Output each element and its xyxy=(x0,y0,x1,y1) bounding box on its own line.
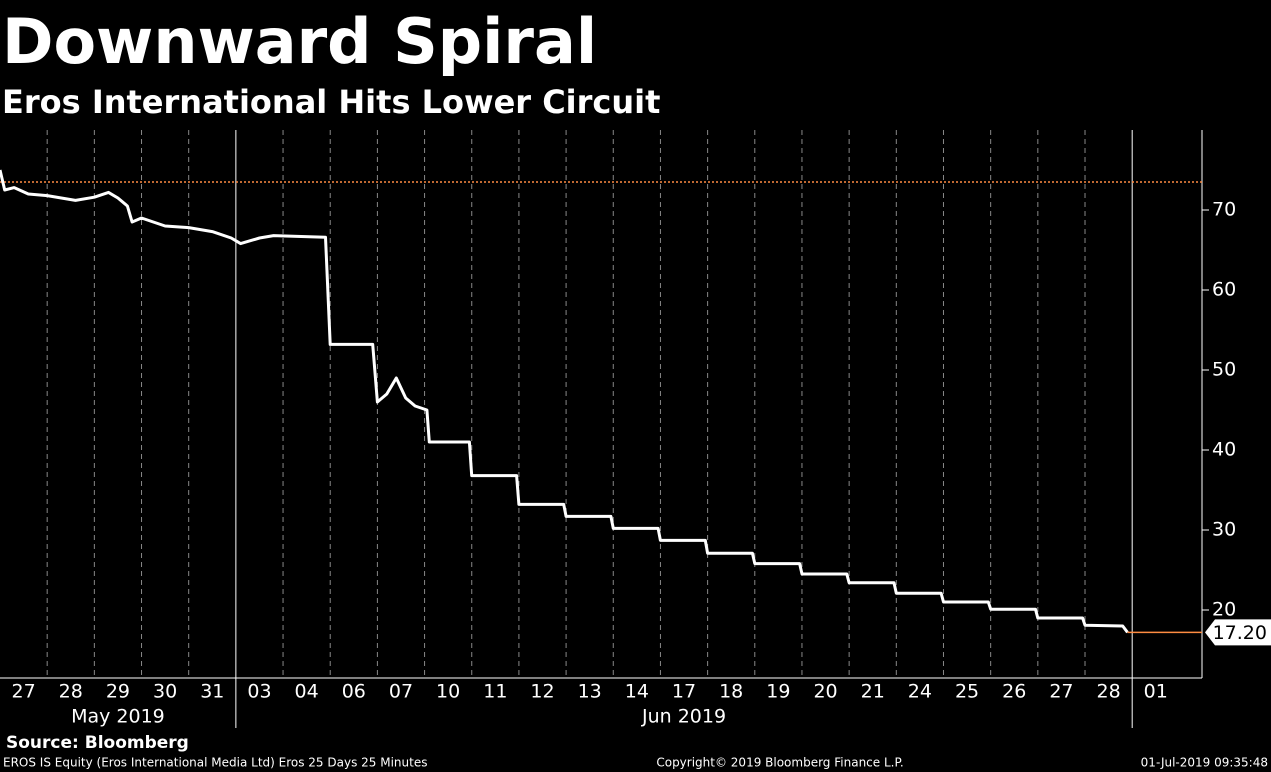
x-tick-label: 30 xyxy=(153,681,177,703)
x-tick-label: 11 xyxy=(483,681,507,703)
y-tick-label: 50 xyxy=(1212,359,1236,381)
footer-right: 01-Jul-2019 09:35:48 xyxy=(1141,756,1268,770)
x-tick-label: 31 xyxy=(200,681,224,703)
y-tick-label: 70 xyxy=(1212,199,1236,221)
price-line xyxy=(0,169,1129,634)
x-tick-label: 03 xyxy=(247,681,271,703)
y-tick-label: 40 xyxy=(1212,439,1236,461)
x-tick-label: 27 xyxy=(11,681,35,703)
y-tick-label: 20 xyxy=(1212,599,1236,621)
last-price-label: 17.20 xyxy=(1213,622,1267,644)
x-tick-label: 24 xyxy=(908,681,932,703)
x-tick-label: 19 xyxy=(766,681,790,703)
x-tick-label: 18 xyxy=(719,681,743,703)
x-tick-label: 21 xyxy=(861,681,885,703)
x-tick-label: 12 xyxy=(530,681,554,703)
x-tick-label: 10 xyxy=(436,681,460,703)
x-tick-label: 01 xyxy=(1144,681,1168,703)
chart-title: Downward Spiral xyxy=(2,5,597,78)
footer-left: EROS IS Equity (Eros International Media… xyxy=(3,756,427,770)
x-tick-label: 13 xyxy=(578,681,602,703)
last-price-tag xyxy=(1205,619,1271,646)
chart-subtitle: Eros International Hits Lower Circuit xyxy=(2,83,660,121)
x-tick-label: 20 xyxy=(813,681,837,703)
x-tick-label: 17 xyxy=(672,681,696,703)
x-tick-label: 25 xyxy=(955,681,979,703)
x-tick-label: 28 xyxy=(1097,681,1121,703)
x-tick-label: 06 xyxy=(342,681,366,703)
x-tick-label: 07 xyxy=(389,681,413,703)
y-tick-label: 60 xyxy=(1212,279,1236,301)
x-tick-label: 27 xyxy=(1049,681,1073,703)
source: Source: Bloomberg xyxy=(6,733,189,753)
footer-center: Copyright© 2019 Bloomberg Finance L.P. xyxy=(656,756,903,770)
x-tick-label: 26 xyxy=(1002,681,1026,703)
x-tick-label: 28 xyxy=(59,681,83,703)
x-tick-label: 14 xyxy=(625,681,649,703)
x-tick-label: 29 xyxy=(106,681,130,703)
month-label: May 2019 xyxy=(71,706,165,728)
month-label: Jun 2019 xyxy=(641,706,726,728)
x-tick-label: 04 xyxy=(295,681,319,703)
y-tick-label: 30 xyxy=(1212,519,1236,541)
